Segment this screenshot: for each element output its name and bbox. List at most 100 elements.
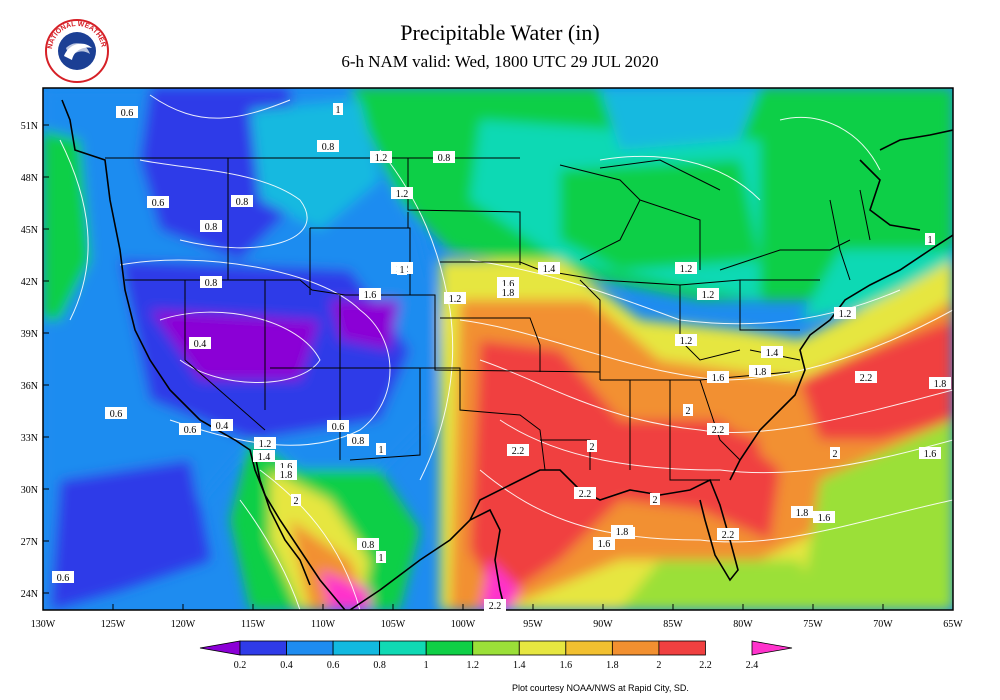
contour-label: 0.6 (116, 106, 138, 119)
svg-text:1.8: 1.8 (280, 470, 293, 481)
contour-label: 2.2 (855, 371, 877, 384)
contour-label: 1.2 (675, 262, 697, 275)
contour-label: 0.4 (211, 419, 233, 432)
svg-text:0.4: 0.4 (194, 339, 207, 350)
colorbar: 0.2 0.4 0.6 0.8 1 1.2 1.4 1.6 1.8 2 2.2 2.4 (199, 640, 793, 671)
colorbar-label: 2.4 (746, 660, 759, 671)
contour-label: 1.2 (370, 151, 392, 164)
svg-text:1.6: 1.6 (924, 449, 937, 460)
contour-label: 2.2 (484, 599, 506, 612)
lon-label: 90W (593, 619, 613, 630)
colorbar-label: 1.6 (560, 660, 573, 671)
lon-label: 80W (733, 619, 753, 630)
svg-text:1.4: 1.4 (543, 264, 556, 275)
colorbar-segment (332, 640, 381, 656)
contour-label: 0.6 (105, 407, 127, 420)
colorbar-label: 0.8 (373, 660, 386, 671)
contour-label: 0.6 (327, 420, 349, 433)
contour-label: 1.8 (791, 506, 813, 519)
svg-text:1.8: 1.8 (796, 508, 809, 519)
colorbar-label: 1.4 (513, 660, 526, 671)
svg-text:1: 1 (379, 553, 384, 564)
colorbar-label: 1.2 (466, 660, 479, 671)
svg-text:1.6: 1.6 (598, 539, 611, 550)
svg-text:1.6: 1.6 (280, 462, 293, 473)
contour-label: 1.6 (919, 447, 941, 460)
lat-label: 36N (21, 381, 38, 392)
svg-text:1.2: 1.2 (680, 336, 693, 347)
contour-label: 1.8 (611, 525, 633, 538)
svg-text:1: 1 (928, 235, 933, 246)
svg-text:0.4: 0.4 (216, 421, 229, 432)
svg-text:1.8: 1.8 (754, 367, 767, 378)
colorbar-segment (286, 640, 334, 656)
contour-labels: 0.610.81.20.81.21.20.60.80.811.41.211.61… (52, 103, 951, 612)
colorbar-label: 2.2 (699, 660, 712, 671)
svg-text:2.2: 2.2 (722, 530, 735, 541)
colorbar-segment (518, 640, 567, 656)
contour-label: 0.8 (433, 151, 455, 164)
contour-label: 0.6 (147, 196, 169, 209)
contour-label: 1.6 (593, 537, 615, 550)
contour-label: 1.4 (253, 450, 275, 463)
contour-label: 0.4 (189, 337, 211, 350)
contour-label: 1.4 (538, 262, 560, 275)
lat-label: 48N (21, 173, 38, 184)
svg-text:2.2: 2.2 (489, 601, 502, 612)
contour-label: 2 (291, 494, 301, 507)
contour-label: 1 (376, 551, 386, 564)
contour-label: 0.8 (200, 276, 222, 289)
colorbar-segment (199, 640, 241, 656)
contour-label: 1.8 (497, 286, 519, 299)
contour-label: 1 (925, 233, 935, 246)
svg-text:1.4: 1.4 (258, 452, 271, 463)
svg-text:0.6: 0.6 (332, 422, 345, 433)
svg-text:1: 1 (379, 445, 384, 456)
contour-label: 0.8 (200, 220, 222, 233)
svg-text:1.2: 1.2 (375, 153, 388, 164)
lon-label: 100W (451, 619, 476, 630)
contour-label: 1.6 (359, 288, 381, 301)
colorbar-segment (658, 640, 706, 656)
lon-label: 120W (171, 619, 196, 630)
svg-text:0.8: 0.8 (236, 197, 249, 208)
svg-text:1.8: 1.8 (616, 527, 629, 538)
lon-label: 65W (943, 619, 963, 630)
lon-label: 115W (241, 619, 266, 630)
contour-label: 1.8 (929, 377, 951, 390)
contour-label: 2 (650, 493, 660, 506)
colorbar-label: 0.6 (327, 660, 340, 671)
svg-text:0.8: 0.8 (362, 540, 375, 551)
lon-label: 130W (31, 619, 56, 630)
svg-text:0.6: 0.6 (57, 573, 70, 584)
svg-text:1.2: 1.2 (702, 290, 715, 301)
contour-label: 1.2 (391, 187, 413, 200)
lat-label: 39N (21, 329, 38, 340)
coastlines (61, 99, 953, 610)
lat-label: 45N (21, 225, 38, 236)
colorbar-label: 0.4 (280, 660, 293, 671)
contour-label: 2.2 (507, 444, 529, 457)
contour-field (43, 88, 953, 610)
lat-label: 27N (21, 537, 38, 548)
svg-text:0.6: 0.6 (121, 108, 134, 119)
svg-text:2.2: 2.2 (579, 489, 592, 500)
lon-label: 110W (311, 619, 336, 630)
contour-label: 2.2 (707, 423, 729, 436)
contour-label: 1.8 (275, 468, 297, 481)
lon-label: 105W (381, 619, 406, 630)
svg-text:2: 2 (833, 449, 838, 460)
colorbar-label: 2 (656, 660, 661, 671)
contour-label: 1.2 (254, 437, 276, 450)
svg-text:1.2: 1.2 (259, 439, 272, 450)
contour-label: 1.2 (834, 307, 856, 320)
lon-label: 95W (523, 619, 543, 630)
svg-text:0.6: 0.6 (110, 409, 123, 420)
colorbar-label: 1.8 (606, 660, 619, 671)
svg-text:0.6: 0.6 (152, 198, 165, 209)
contour-label: 1.2 (697, 288, 719, 301)
colorbar-segment (379, 640, 427, 656)
contour-label: 2 (830, 447, 840, 460)
contour-label: 0.8 (317, 140, 339, 153)
